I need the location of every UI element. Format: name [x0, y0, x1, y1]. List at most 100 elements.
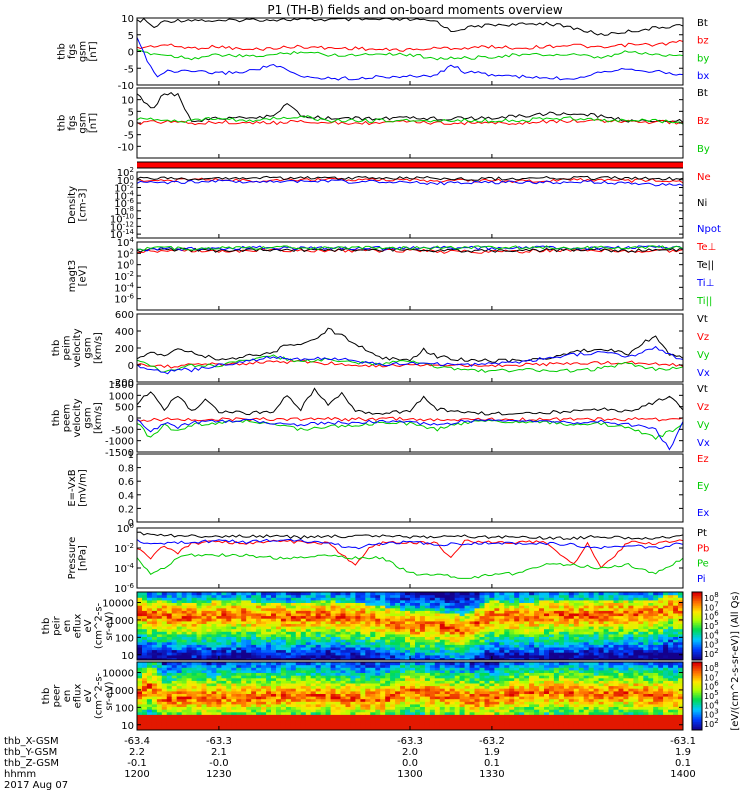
heatmap-cell — [166, 607, 173, 611]
heatmap-cell — [211, 652, 218, 656]
heatmap-cell — [236, 605, 242, 609]
heatmap-cell — [489, 636, 495, 640]
heatmap-cell — [638, 618, 644, 622]
heatmap-cell — [201, 644, 208, 648]
heatmap-cell — [583, 626, 590, 630]
y-tick-label: 500 — [115, 403, 134, 414]
heatmap-cell — [186, 644, 193, 648]
heatmap-cell — [623, 633, 629, 637]
series-line-Ti⊥ — [137, 245, 683, 252]
heatmap-cell — [623, 626, 629, 630]
heatmap-cell — [216, 662, 222, 666]
heatmap-cell — [663, 657, 669, 660]
heatmap-cell — [603, 592, 610, 596]
heatmap-cell — [424, 698, 431, 702]
heatmap-cell — [142, 618, 148, 622]
heatmap-cell — [181, 667, 188, 671]
heatmap-cell — [340, 652, 347, 656]
heatmap-cell — [643, 610, 649, 614]
heatmap-cell — [176, 706, 183, 710]
heatmap-cell — [276, 631, 282, 635]
heatmap-cell — [171, 693, 178, 697]
heatmap-cell — [295, 644, 302, 648]
heatmap-cell — [300, 620, 307, 624]
heatmap-cell — [231, 727, 237, 730]
heatmap-cell — [563, 620, 570, 624]
heatmap-cell — [325, 724, 332, 728]
heatmap-cell — [583, 599, 590, 603]
heatmap-cell — [598, 652, 605, 656]
heatmap-cell — [241, 592, 247, 596]
heatmap-cell — [405, 597, 411, 601]
heatmap-cell — [405, 698, 411, 702]
heatmap-cell — [166, 649, 173, 653]
heatmap-cell — [668, 657, 674, 660]
heatmap-cell — [553, 610, 560, 614]
heatmap-cell — [434, 633, 441, 637]
heatmap-cell — [251, 610, 257, 614]
heatmap-cell — [424, 688, 431, 692]
heatmap-cell — [280, 639, 287, 643]
heatmap-cell — [454, 644, 461, 648]
heatmap-cell — [454, 646, 461, 651]
heatmap-cell — [231, 639, 237, 643]
heatmap-cell — [266, 612, 272, 617]
heatmap-cell — [484, 618, 491, 622]
heatmap-cell — [211, 597, 218, 601]
heatmap-cell — [310, 615, 317, 619]
heatmap-cell — [256, 654, 262, 658]
heatmap-cell — [350, 623, 356, 627]
colorbar-cell — [692, 610, 702, 613]
heatmap-cell — [315, 628, 322, 632]
heatmap-cell — [400, 706, 406, 710]
heatmap-cell — [335, 698, 342, 702]
heatmap-cell — [176, 652, 183, 656]
legend-entry-Ni: Ni — [697, 198, 707, 209]
heatmap-cell — [593, 644, 600, 648]
heatmap-cell — [236, 597, 242, 601]
heatmap-cell — [201, 703, 208, 707]
heatmap-cell — [156, 597, 163, 601]
heatmap-cell — [439, 618, 446, 622]
heatmap-cell — [419, 675, 426, 679]
heatmap-cell — [563, 654, 570, 658]
heatmap-cell — [539, 644, 545, 648]
heatmap-cell — [236, 628, 242, 632]
heatmap-cell — [345, 594, 352, 598]
heatmap-cell — [280, 623, 287, 627]
heatmap-cell — [608, 654, 615, 658]
heatmap-cell — [201, 594, 208, 598]
heatmap-cell — [419, 612, 426, 617]
heatmap-cell — [206, 626, 213, 630]
heatmap-cell — [280, 620, 287, 624]
heatmap-cell — [142, 652, 148, 656]
heatmap-cell — [410, 701, 416, 705]
heatmap-cell — [325, 636, 332, 640]
heatmap-cell — [191, 690, 198, 694]
heatmap-cell — [340, 711, 347, 715]
heatmap-cell — [196, 612, 203, 617]
heatmap-cell — [390, 675, 396, 679]
heatmap-cell — [226, 672, 232, 676]
heatmap-cell — [320, 669, 327, 673]
heatmap-cell — [211, 677, 218, 681]
heatmap-cell — [365, 677, 371, 681]
heatmap-cell — [444, 680, 451, 684]
heatmap-cell — [196, 602, 203, 606]
heatmap-cell — [449, 680, 456, 684]
heatmap-cell — [285, 709, 292, 713]
heatmap-cell — [400, 711, 406, 715]
heatmap-cell — [583, 657, 590, 660]
heatmap-cell — [216, 615, 222, 619]
heatmap-cell — [365, 693, 371, 697]
heatmap-cell — [459, 724, 466, 728]
heatmap-cell — [201, 698, 208, 702]
heatmap-cell — [201, 602, 208, 606]
heatmap-cell — [271, 664, 277, 668]
heatmap-cell — [415, 626, 421, 630]
heatmap-cell — [280, 612, 287, 617]
heatmap-cell — [400, 628, 406, 632]
y-tick-label: 10-4 — [114, 562, 134, 575]
heatmap-cell — [166, 646, 173, 651]
heatmap-cell — [410, 644, 416, 648]
